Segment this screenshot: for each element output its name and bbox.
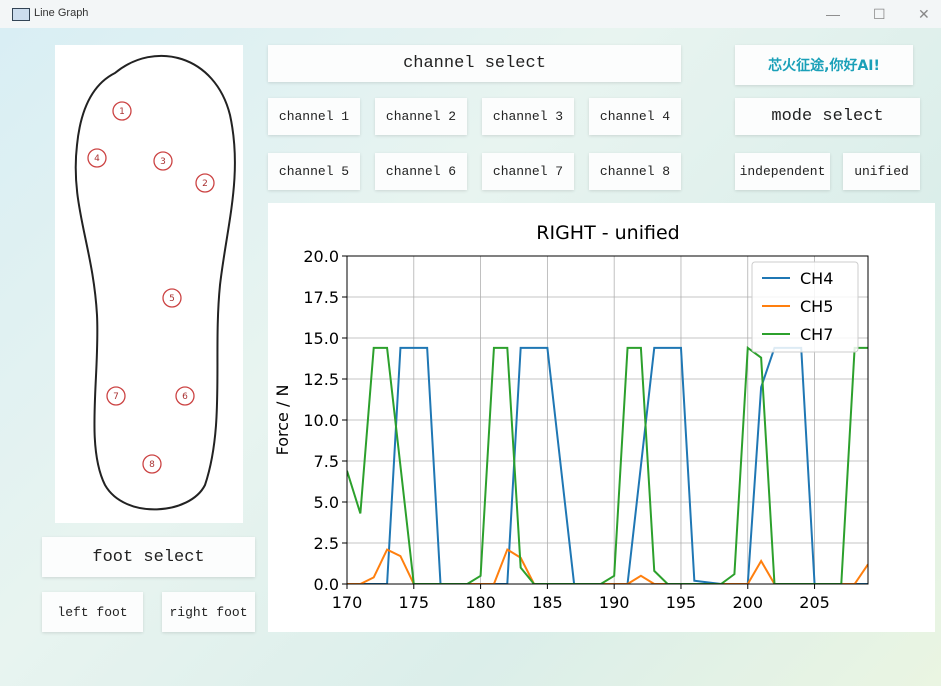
legend-label: CH4 (800, 269, 833, 288)
channel-select-label: channel select (268, 45, 681, 82)
insole-outline (76, 56, 235, 510)
foot-diagram: 1 2 3 4 5 6 7 8 (55, 45, 243, 523)
sensor-label: 4 (94, 154, 100, 164)
y-tick-label: 5.0 (314, 493, 339, 512)
y-axis-label: Force / N (273, 385, 292, 456)
channel-button[interactable]: channel 8 (589, 153, 681, 190)
chart-title: RIGHT - unified (536, 222, 679, 244)
data-line (347, 348, 868, 584)
sensor-label: 5 (169, 294, 175, 304)
legend-label: CH7 (800, 325, 833, 344)
channel-button[interactable]: channel 5 (268, 153, 360, 190)
unified-button[interactable]: unified (843, 153, 920, 190)
x-tick-label: 195 (666, 593, 697, 612)
y-tick-label: 12.5 (303, 370, 339, 389)
x-tick-label: 175 (399, 593, 430, 612)
x-tick-label: 200 (732, 593, 763, 612)
window-title: Line Graph (34, 7, 88, 19)
independent-button[interactable]: independent (735, 153, 830, 190)
channel-button[interactable]: channel 1 (268, 98, 360, 135)
sensor-label: 6 (182, 392, 188, 402)
x-tick-label: 170 (332, 593, 363, 612)
app-icon (12, 8, 30, 21)
channel-button[interactable]: channel 6 (375, 153, 467, 190)
y-tick-label: 7.5 (314, 452, 339, 471)
title-bar: Line Graph — ☐ ✕ (0, 0, 941, 28)
y-tick-label: 15.0 (303, 329, 339, 348)
left-foot-button[interactable]: left foot (42, 592, 143, 632)
channel-button[interactable]: channel 3 (482, 98, 574, 135)
y-tick-label: 10.0 (303, 411, 339, 430)
logo: 芯火征途,你好AI! (735, 45, 913, 85)
chart: RIGHT - unified Force / N 0.0 2.5 5.0 7.5 10… (268, 203, 935, 632)
x-tick-label: 180 (465, 593, 496, 612)
sensor-label: 2 (202, 179, 208, 189)
data-line (347, 348, 868, 584)
channel-button[interactable]: channel 7 (482, 153, 574, 190)
foot-select-label: foot select (42, 537, 255, 577)
legend-label: CH5 (800, 297, 833, 316)
channel-button[interactable]: channel 4 (589, 98, 681, 135)
sensor-label: 3 (160, 157, 166, 167)
x-tick-label: 205 (799, 593, 830, 612)
y-tick-label: 0.0 (314, 575, 339, 594)
sensor-label: 7 (113, 392, 119, 402)
close-button[interactable]: ✕ (918, 6, 930, 23)
chart-panel: RIGHT - unified Force / N 0.0 2.5 5.0 7.5 10… (268, 203, 935, 632)
sensor-label: 8 (149, 460, 155, 470)
y-tick-label: 17.5 (303, 288, 339, 307)
app-window: Line Graph — ☐ ✕ 1 2 3 4 5 6 7 8 channel select… (0, 0, 941, 686)
mode-select-label: mode select (735, 98, 920, 135)
maximize-button[interactable]: ☐ (873, 6, 886, 23)
y-tick-label: 2.5 (314, 534, 339, 553)
channel-button[interactable]: channel 2 (375, 98, 467, 135)
y-tick-label: 20.0 (303, 247, 339, 266)
right-foot-button[interactable]: right foot (162, 592, 255, 632)
minimize-button[interactable]: — (826, 6, 840, 22)
x-tick-label: 190 (599, 593, 630, 612)
foot-panel: 1 2 3 4 5 6 7 8 (55, 45, 243, 523)
plot-lines (347, 348, 868, 584)
sensor-label: 1 (119, 107, 125, 117)
x-tick-label: 185 (532, 593, 563, 612)
